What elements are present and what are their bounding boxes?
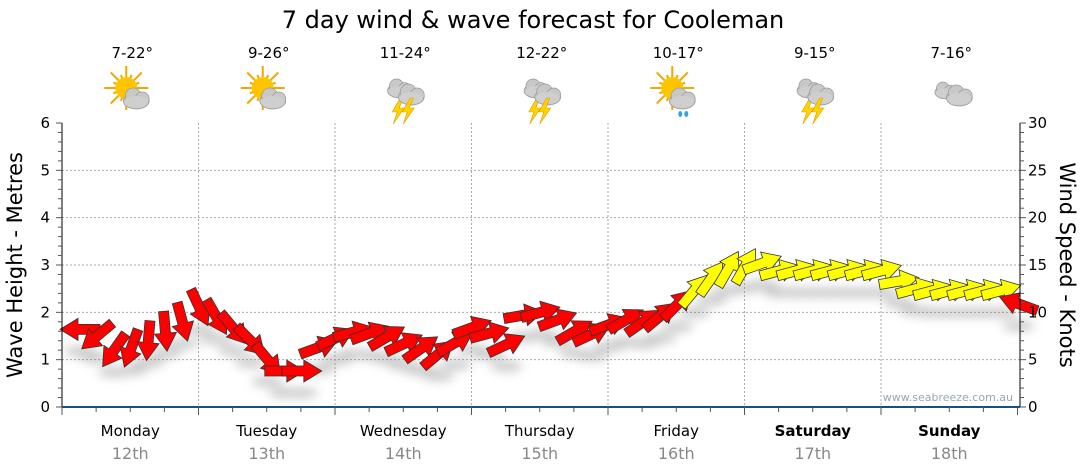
y2-axis-label: Wind Speed - Knots bbox=[1055, 162, 1079, 367]
day-date: 16th bbox=[658, 444, 695, 463]
day-name: Saturday bbox=[775, 422, 852, 440]
day-temperature: 9-15° bbox=[794, 44, 836, 62]
wind-arrow bbox=[81, 318, 117, 350]
wind-arrow bbox=[998, 292, 1040, 316]
wind-arrow bbox=[468, 321, 510, 345]
day-temperature: 9-26° bbox=[248, 44, 290, 62]
day-temperature: 11-24° bbox=[380, 44, 431, 62]
cloudy-icon bbox=[934, 81, 973, 107]
y-tick-label: 4 bbox=[40, 209, 50, 227]
storm-icon bbox=[796, 78, 835, 125]
y2-tick-label: 30 bbox=[1028, 114, 1047, 132]
y2-tick-label: 25 bbox=[1028, 161, 1047, 179]
wind-arrow bbox=[401, 336, 439, 365]
wind-arrow bbox=[59, 317, 101, 342]
day-date: 14th bbox=[385, 444, 422, 463]
partly-cloudy-icon bbox=[104, 66, 150, 110]
wind-arrow bbox=[741, 251, 783, 276]
day-temperature: 12-22° bbox=[516, 44, 567, 62]
sun-showers-icon bbox=[650, 66, 696, 117]
y-tick-label: 5 bbox=[40, 161, 50, 179]
wind-arrow bbox=[171, 300, 195, 342]
day-name: Monday bbox=[101, 422, 160, 440]
y-tick-label: 3 bbox=[40, 256, 50, 274]
y-tick-label: 0 bbox=[40, 398, 50, 416]
wind-arrow bbox=[281, 359, 323, 383]
wind-arrow bbox=[366, 326, 406, 352]
day-name: Sunday bbox=[918, 422, 981, 440]
wind-arrow bbox=[485, 333, 526, 359]
wind-arrow bbox=[383, 332, 424, 358]
wind-arrow bbox=[860, 258, 902, 282]
day-name: Wednesday bbox=[360, 422, 447, 440]
wind-arrow bbox=[102, 330, 131, 368]
y-tick-label: 1 bbox=[40, 351, 50, 369]
day-temperature: 10-17° bbox=[653, 44, 704, 62]
day-date: 18th bbox=[931, 444, 968, 463]
y2-tick-label: 0 bbox=[1028, 398, 1038, 416]
wind-arrow bbox=[153, 310, 178, 352]
day-name: Friday bbox=[654, 422, 700, 440]
y-tick-label: 2 bbox=[40, 303, 50, 321]
y-tick-label: 6 bbox=[40, 114, 50, 132]
day-temperature: 7-22° bbox=[111, 44, 153, 62]
day-date: 12th bbox=[112, 444, 149, 463]
watermark: www.seabreeze.com.au bbox=[883, 391, 1013, 404]
day-date: 15th bbox=[521, 444, 558, 463]
y2-tick-label: 5 bbox=[1028, 351, 1038, 369]
storm-icon bbox=[523, 78, 562, 125]
wind-arrow bbox=[536, 308, 578, 332]
day-temperature: 7-16° bbox=[930, 44, 972, 62]
y2-tick-label: 20 bbox=[1028, 209, 1047, 227]
storm-icon bbox=[387, 78, 425, 125]
y2-tick-label: 10 bbox=[1028, 303, 1047, 321]
chart-title: 7 day wind & wave forecast for Cooleman bbox=[282, 6, 785, 34]
day-name: Thursday bbox=[504, 422, 575, 440]
wind-arrow bbox=[119, 327, 144, 368]
day-date: 17th bbox=[794, 444, 831, 463]
wind-arrow bbox=[136, 319, 160, 362]
day-date: 13th bbox=[248, 444, 285, 463]
wind-arrow bbox=[713, 250, 740, 290]
y-axis-label: Wave Height - Metres bbox=[3, 152, 27, 378]
partly-cloudy-icon bbox=[240, 66, 287, 110]
y2-tick-label: 15 bbox=[1028, 256, 1047, 274]
day-name: Tuesday bbox=[235, 422, 297, 440]
